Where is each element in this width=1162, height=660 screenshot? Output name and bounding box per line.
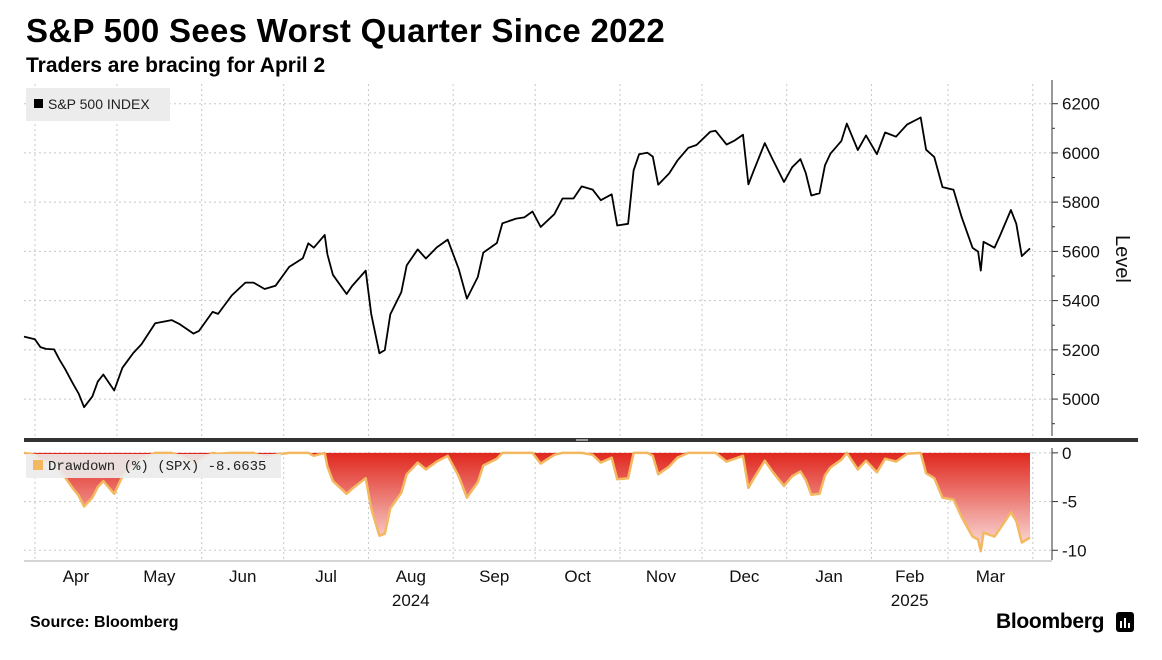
axes: Apr May Jun Jul Aug Sep Oct Nov Dec Jan Feb Mar 2024… <box>24 80 1138 610</box>
legend-swatch-drawdown <box>33 460 43 470</box>
chart-subtitle: Traders are bracing for April 2 <box>26 54 326 77</box>
legend-sp500: S&P 500 INDEX <box>26 88 170 121</box>
y-tick-label: 5800 <box>1062 193 1100 212</box>
gridlines <box>24 84 1052 560</box>
x-tick-label: Nov <box>646 567 677 586</box>
legend-label-sp500: S&P 500 INDEX <box>48 96 150 112</box>
x-tick-label: Dec <box>729 567 760 586</box>
y-tick-label: 5200 <box>1062 341 1100 360</box>
y-tick-label: 5000 <box>1062 390 1100 409</box>
legend-label-drawdown: Drawdown (%) (SPX) -8.6635 <box>48 459 266 475</box>
x-tick-label: Aug <box>396 567 426 586</box>
x-year-label: 2024 <box>392 591 430 610</box>
series-line-sp500 <box>23 116 1031 409</box>
legend-drawdown: Drawdown (%) (SPX) -8.6635 <box>26 454 281 478</box>
x-tick-label: Jul <box>315 567 337 586</box>
x-tick-label: Jun <box>229 567 256 586</box>
x-year-label: 2025 <box>891 591 929 610</box>
x-tick-label: Feb <box>895 567 924 586</box>
x-tick-label: Jan <box>815 567 842 586</box>
x-tick-label: Mar <box>976 567 1006 586</box>
y-tick-label: 5400 <box>1062 292 1100 311</box>
x-tick-label: May <box>143 567 176 586</box>
legend-swatch-sp500 <box>34 99 43 108</box>
bloomberg-terminal-icon <box>1116 612 1134 632</box>
y-tick-label: 6000 <box>1062 144 1100 163</box>
y-tick-label: 5600 <box>1062 242 1100 261</box>
chart-title: S&P 500 Sees Worst Quarter Since 2022 <box>26 12 666 49</box>
y-tick-label: 0 <box>1062 444 1071 463</box>
x-tick-label: Oct <box>564 567 591 586</box>
y-tick-label: -5 <box>1062 493 1077 512</box>
separator-handle <box>576 439 588 441</box>
price-panel <box>23 116 1031 409</box>
source-note: Source: Bloomberg <box>30 614 179 631</box>
bloomberg-logo: Bloomberg <box>996 610 1105 633</box>
y-tick-label: -10 <box>1062 541 1087 560</box>
x-tick-label: Apr <box>63 567 90 586</box>
y-tick-label: 6200 <box>1062 95 1100 114</box>
x-tick-label: Sep <box>479 567 509 586</box>
y-axis-title: Level <box>1111 235 1133 283</box>
